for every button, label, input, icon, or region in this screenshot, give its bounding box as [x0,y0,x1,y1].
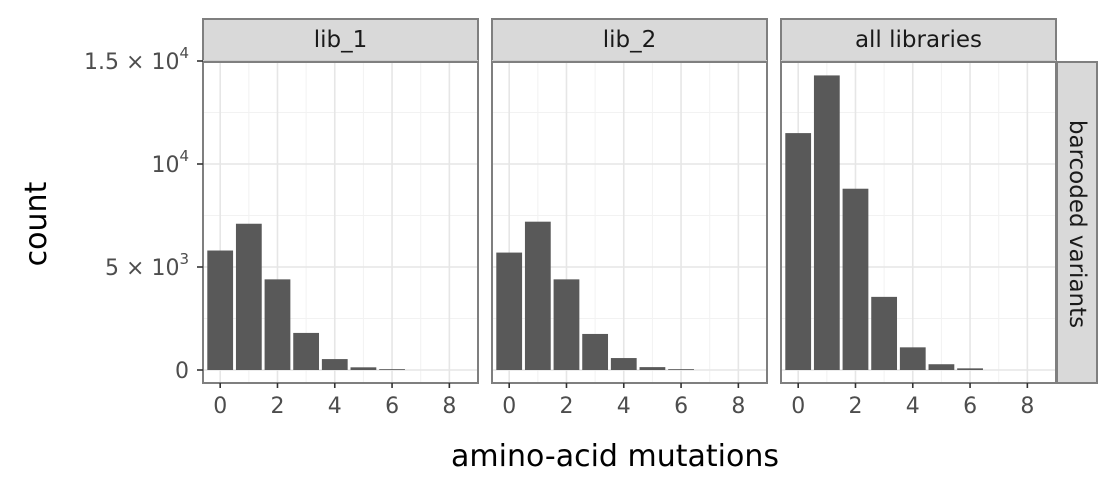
x-tick-label: 2 [848,394,862,419]
panel-all-libraries: all libraries 0 2 4 6 8 [780,18,1057,419]
x-tick-label: 2 [559,394,573,419]
panels: lib_1 0 2 4 6 8 lib_2 0 2 4 6 8 all libraries 0 2 4 6 8 [202,18,1057,419]
row-strip: barcoded variants [1056,61,1098,384]
x-tick-label: 6 [963,394,977,419]
x-tick-label: 0 [791,394,805,419]
y-axis-title: count [19,181,54,266]
y-tick-label: 5 × 103 [105,250,189,281]
bar [350,367,377,370]
y-tick-label: 104 [151,147,189,178]
panel-border [491,61,768,384]
panel-border [202,61,479,384]
panel-strip [780,18,1057,62]
bar [379,369,405,370]
bar [899,347,926,370]
x-tick-label: 0 [502,394,516,419]
row-strip-label: barcoded variants [1064,120,1090,328]
x-tick-label: 4 [328,394,342,419]
x-tick-label: 8 [731,394,745,419]
row-strip-background [1056,61,1098,384]
bar [235,223,262,370]
x-tick-label: 0 [213,394,227,419]
bar [553,279,580,370]
bar [785,133,812,370]
panel-strip-label: all libraries [855,27,982,53]
panel-strip-label: lib_1 [314,27,368,53]
bar [813,75,840,371]
y-axis: 0 5 × 103 104 1.5 × 104 [84,44,203,384]
x-tick-label: 4 [906,394,920,419]
x-axis-title: amino-acid mutations [451,439,779,474]
panel-lib-1: lib_1 0 2 4 6 8 [202,18,479,419]
bar [524,221,551,370]
bar [610,358,637,370]
bar [264,279,291,370]
bar [842,188,869,370]
x-tick-label: 8 [1020,394,1034,419]
bar [668,369,694,370]
bar [496,252,523,370]
panel-strip-label: lib_2 [603,27,657,53]
panel-strip [491,18,768,62]
x-tick-label: 2 [270,394,284,419]
bar [321,359,348,370]
panel-strip [202,18,479,62]
bar [639,367,666,370]
x-tick-label: 8 [442,394,456,419]
bar [207,250,234,370]
y-tick-label: 1.5 × 104 [84,44,189,75]
bar [957,368,983,370]
y-tick-label: 0 [175,359,189,384]
panel-lib-2: lib_2 0 2 4 6 8 [491,18,768,419]
x-tick-label: 4 [617,394,631,419]
x-tick-label: 6 [385,394,399,419]
bar [293,332,320,370]
x-tick-label: 6 [674,394,688,419]
bar [928,364,955,370]
bar [871,296,898,370]
bar [582,333,609,370]
